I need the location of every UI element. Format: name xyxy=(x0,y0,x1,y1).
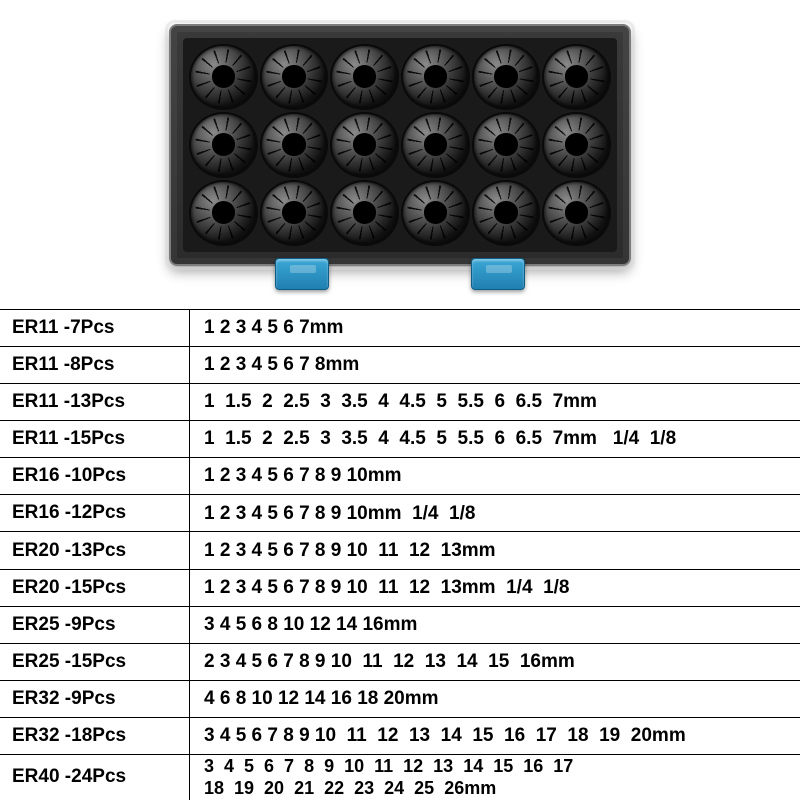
table-row: ER25 -9Pcs3 4 5 6 8 10 12 14 16mm xyxy=(0,607,800,644)
collet-icon xyxy=(262,114,327,176)
row-sizes: 1 1.5 2 2.5 3 3.5 4 4.5 5 5.5 6 6.5 7mm xyxy=(190,384,800,420)
table-row: ER20 -13Pcs1 2 3 4 5 6 7 8 9 10 11 12 13… xyxy=(0,532,800,569)
row-sizes: 1 2 3 4 5 6 7 8 9 10mm xyxy=(190,458,800,494)
row-sizes: 3 4 5 6 8 10 12 14 16mm xyxy=(190,607,800,643)
table-row: ER11 -8Pcs1 2 3 4 5 6 7 8mm xyxy=(0,347,800,384)
collet-icon xyxy=(191,46,256,108)
row-label: ER40 -24Pcs xyxy=(0,755,190,800)
table-row: ER32 -18Pcs3 4 5 6 7 8 9 10 11 12 13 14 … xyxy=(0,718,800,755)
row-label: ER32 -9Pcs xyxy=(0,681,190,717)
row-label: ER20 -13Pcs xyxy=(0,532,190,568)
row-label: ER25 -15Pcs xyxy=(0,644,190,680)
spec-table: ER11 -7Pcs1 2 3 4 5 6 7mmER11 -8Pcs1 2 3… xyxy=(0,310,800,800)
collet-icon xyxy=(474,46,539,108)
product-photo xyxy=(0,0,800,310)
row-label: ER11 -7Pcs xyxy=(0,310,190,346)
collet-icon xyxy=(262,46,327,108)
row-label: ER11 -13Pcs xyxy=(0,384,190,420)
collet-icon xyxy=(332,182,397,244)
row-label: ER25 -9Pcs xyxy=(0,607,190,643)
collet-icon xyxy=(544,182,609,244)
row-sizes: 1 2 3 4 5 6 7 8mm xyxy=(190,347,800,383)
row-label: ER20 -15Pcs xyxy=(0,570,190,606)
collet-icon xyxy=(332,114,397,176)
collet-icon xyxy=(544,114,609,176)
table-row: ER11 -13Pcs1 1.5 2 2.5 3 3.5 4 4.5 5 5.5… xyxy=(0,384,800,421)
foam-insert xyxy=(183,38,617,252)
collet-icon xyxy=(191,182,256,244)
row-label: ER16 -10Pcs xyxy=(0,458,190,494)
collet-icon xyxy=(403,182,468,244)
row-sizes: 1 2 3 4 5 6 7 8 9 10mm 1/4 1/8 xyxy=(190,495,800,531)
row-sizes: 4 6 8 10 12 14 16 18 20mm xyxy=(190,681,800,717)
table-row: ER32 -9Pcs4 6 8 10 12 14 16 18 20mm xyxy=(0,681,800,718)
row-sizes: 2 3 4 5 6 7 8 9 10 11 12 13 14 15 16mm xyxy=(190,644,800,680)
row-sizes: 3 4 5 6 7 8 9 10 11 12 13 14 15 16 1718 … xyxy=(190,755,800,800)
row-label: ER16 -12Pcs xyxy=(0,495,190,531)
collet-icon xyxy=(544,46,609,108)
row-label: ER32 -18Pcs xyxy=(0,718,190,754)
table-row: ER16 -10Pcs1 2 3 4 5 6 7 8 9 10mm xyxy=(0,458,800,495)
case-latch-right xyxy=(471,258,525,290)
table-row: ER11 -15Pcs1 1.5 2 2.5 3 3.5 4 4.5 5 5.5… xyxy=(0,421,800,458)
row-sizes: 1 1.5 2 2.5 3 3.5 4 4.5 5 5.5 6 6.5 7mm … xyxy=(190,421,800,457)
case-latch-left xyxy=(275,258,329,290)
page-root: ER11 -7Pcs1 2 3 4 5 6 7mmER11 -8Pcs1 2 3… xyxy=(0,0,800,800)
collet-icon xyxy=(191,114,256,176)
row-label: ER11 -8Pcs xyxy=(0,347,190,383)
case-body xyxy=(169,24,631,266)
collet-icon xyxy=(403,46,468,108)
row-sizes: 1 2 3 4 5 6 7 8 9 10 11 12 13mm 1/4 1/8 xyxy=(190,570,800,606)
table-row: ER20 -15Pcs1 2 3 4 5 6 7 8 9 10 11 12 13… xyxy=(0,570,800,607)
table-row: ER16 -12Pcs1 2 3 4 5 6 7 8 9 10mm 1/4 1/… xyxy=(0,495,800,532)
table-row: ER25 -15Pcs2 3 4 5 6 7 8 9 10 11 12 13 1… xyxy=(0,644,800,681)
collet-icon xyxy=(262,182,327,244)
collet-icon xyxy=(474,182,539,244)
row-sizes: 3 4 5 6 7 8 9 10 11 12 13 14 15 16 17 18… xyxy=(190,718,800,754)
collet-icon xyxy=(474,114,539,176)
table-row: ER40 -24Pcs3 4 5 6 7 8 9 10 11 12 13 14 … xyxy=(0,755,800,800)
table-row: ER11 -7Pcs1 2 3 4 5 6 7mm xyxy=(0,310,800,347)
collet-icon xyxy=(403,114,468,176)
row-label: ER11 -15Pcs xyxy=(0,421,190,457)
collet-case xyxy=(165,20,635,290)
row-sizes: 1 2 3 4 5 6 7 8 9 10 11 12 13mm xyxy=(190,532,800,568)
row-sizes: 1 2 3 4 5 6 7mm xyxy=(190,310,800,346)
collet-icon xyxy=(332,46,397,108)
